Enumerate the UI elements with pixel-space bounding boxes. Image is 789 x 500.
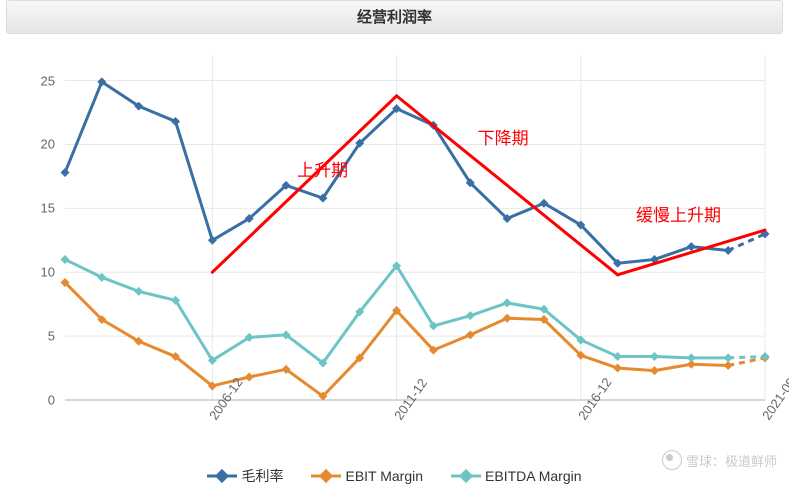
annotation-label: 缓慢上升期 <box>636 201 721 226</box>
legend-item[interactable]: EBITDA Margin <box>451 468 581 484</box>
legend-swatch <box>451 469 481 483</box>
annotation-label: 上升期 <box>297 156 348 181</box>
annotation-label: 下降期 <box>478 124 529 149</box>
y-tick-label: 0 <box>15 393 55 408</box>
legend: 毛利率 EBIT Margin EBITDA Margin <box>0 458 789 494</box>
legend-label: EBIT Margin <box>345 468 423 484</box>
legend-label: 毛利率 <box>241 466 283 486</box>
legend-swatch <box>207 469 237 483</box>
legend-label: EBITDA Margin <box>485 468 581 484</box>
y-tick-label: 20 <box>15 137 55 152</box>
legend-item[interactable]: EBIT Margin <box>311 468 423 484</box>
chart-title: 经营利润率 <box>6 0 783 34</box>
plot-area: 05101520252006-122011-122016-122021-09上升… <box>65 55 765 400</box>
y-tick-label: 10 <box>15 265 55 280</box>
legend-item[interactable]: 毛利率 <box>207 466 283 486</box>
y-tick-label: 25 <box>15 73 55 88</box>
chart-container: 经营利润率 05101520252006-122011-122016-12202… <box>0 0 789 500</box>
plot-svg <box>65 55 765 400</box>
y-tick-label: 15 <box>15 201 55 216</box>
y-tick-label: 5 <box>15 329 55 344</box>
legend-swatch <box>311 469 341 483</box>
